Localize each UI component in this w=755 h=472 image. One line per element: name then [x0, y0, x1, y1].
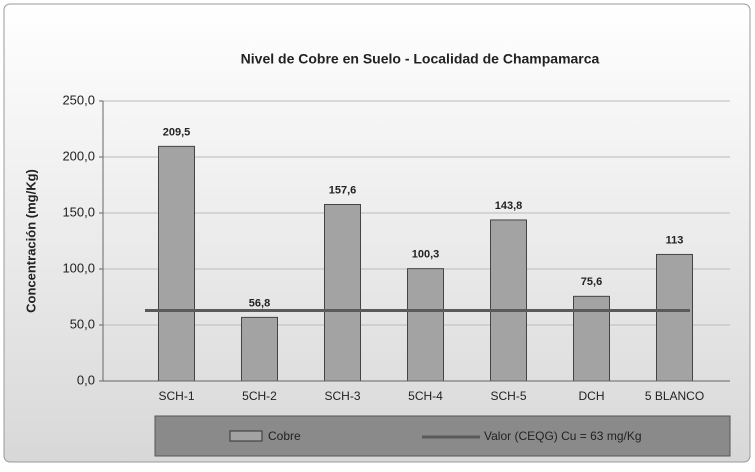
- y-tick-label: 250,0: [62, 92, 95, 107]
- bar: [407, 268, 444, 382]
- y-tick-label: 50,0: [70, 316, 95, 331]
- y-tick-label: 100,0: [62, 260, 95, 275]
- data-label: 75,6: [581, 276, 602, 288]
- y-tick-label: 0,0: [77, 372, 95, 387]
- y-tick-label: 200,0: [62, 148, 95, 163]
- bar: [324, 203, 361, 382]
- y-tick-label: 150,0: [62, 204, 95, 219]
- data-label: 143,8: [495, 200, 523, 212]
- legend-label: Valor (CEQG) Cu = 63 mg/Kg: [484, 429, 642, 443]
- legend-swatch: [229, 430, 263, 442]
- data-label: 56,8: [249, 297, 270, 309]
- x-tick-label: SCH-3: [324, 389, 360, 403]
- x-tick-label: DCH: [579, 389, 605, 403]
- x-tick-label: 5 BLANCO: [645, 389, 704, 403]
- x-tick-label: 5CH-4: [408, 389, 443, 403]
- bar: [656, 253, 693, 382]
- chart-title: Nivel de Cobre en Suelo - Localidad de C…: [241, 51, 600, 67]
- bar: [241, 316, 278, 382]
- x-tick-label: SCH-5: [490, 389, 526, 403]
- data-label: 113: [666, 234, 684, 246]
- chart-frame: [3, 3, 751, 463]
- data-label: 209,5: [163, 126, 191, 138]
- y-axis-label: Concentración (mg/Kg): [23, 169, 38, 313]
- x-tick-label: 5CH-2: [242, 389, 277, 403]
- data-label: 157,6: [329, 184, 357, 196]
- bar: [158, 145, 195, 382]
- data-label: 100,3: [412, 249, 440, 261]
- x-tick-label: SCH-1: [158, 389, 194, 403]
- bar: [490, 219, 527, 382]
- legend-label: Cobre: [268, 429, 301, 443]
